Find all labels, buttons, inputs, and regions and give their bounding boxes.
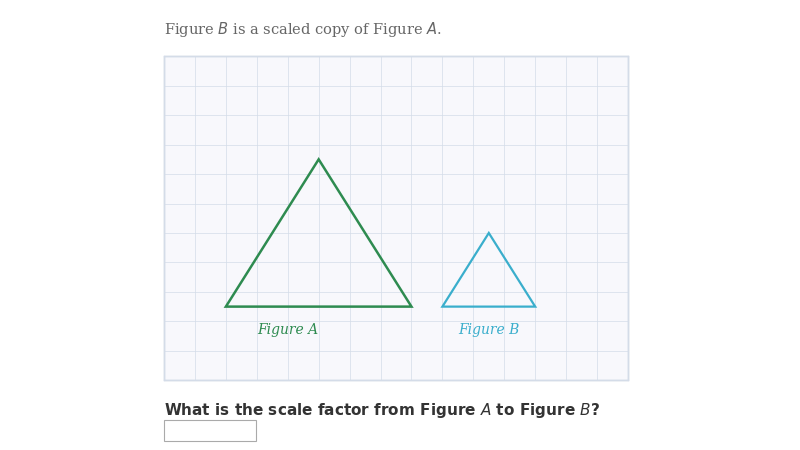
Text: Figure $B$ is a scaled copy of Figure $A$.: Figure $B$ is a scaled copy of Figure $A… bbox=[164, 20, 442, 39]
FancyBboxPatch shape bbox=[164, 56, 628, 380]
FancyBboxPatch shape bbox=[164, 420, 256, 441]
Text: Figure A: Figure A bbox=[257, 323, 318, 337]
Text: What is the scale factor from Figure $A$ to Figure $B$?: What is the scale factor from Figure $A$… bbox=[164, 401, 600, 420]
Text: Figure B: Figure B bbox=[458, 323, 519, 337]
